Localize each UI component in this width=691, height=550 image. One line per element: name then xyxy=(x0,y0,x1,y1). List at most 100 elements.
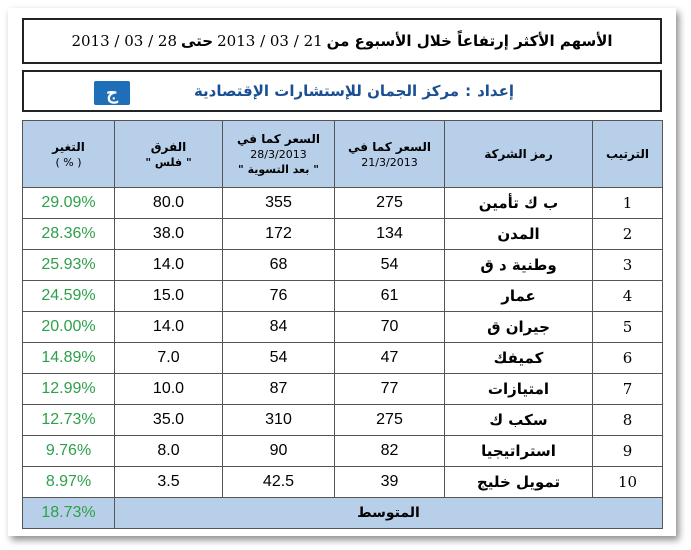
header-price-2-title: السعر كما في xyxy=(237,132,320,146)
row-price-21-3: 39 xyxy=(334,466,445,498)
title-from-date: 21 / 03 / 2013 xyxy=(217,32,323,50)
row-diff: 38.0 xyxy=(114,218,223,250)
row-company: جيران ق xyxy=(444,311,593,343)
table-row: 5 جيران ق 70 84 14.0 20.00% xyxy=(22,311,663,343)
row-rank: 7 xyxy=(592,373,663,405)
header-price-2-note: " بعد التسوية " xyxy=(238,163,319,176)
row-company: ب ك تأمين xyxy=(444,187,593,219)
company-logo-icon: ج xyxy=(94,81,130,105)
row-rank: 6 xyxy=(592,342,663,374)
report-frame: الأسهم الأكثر إرتفاعاً خلال الأسبوع من 2… xyxy=(8,8,676,536)
row-company: وطنية د ق xyxy=(444,249,593,281)
row-diff: 15.0 xyxy=(114,280,223,312)
row-price-28-3: 54 xyxy=(222,342,335,374)
row-price-28-3: 172 xyxy=(222,218,335,250)
row-price-21-3: 47 xyxy=(334,342,445,374)
row-rank: 2 xyxy=(592,218,663,250)
row-price-28-3: 87 xyxy=(222,373,335,405)
report-title: الأسهم الأكثر إرتفاعاً خلال الأسبوع من 2… xyxy=(22,18,662,64)
header-price-2: السعر كما في 28/3/2013 " بعد التسوية " xyxy=(222,120,335,188)
row-change: 14.89% xyxy=(22,342,115,374)
header-change: التغير ( % ) xyxy=(22,120,115,188)
row-price-21-3: 61 xyxy=(334,280,445,312)
row-company: عمار xyxy=(444,280,593,312)
row-price-21-3: 77 xyxy=(334,373,445,405)
header-rank: الترتيب xyxy=(592,120,663,188)
table-row: 3 وطنية د ق 54 68 14.0 25.93% xyxy=(22,249,663,281)
title-to-date: 28 / 03 / 2013 xyxy=(71,32,177,50)
row-diff: 7.0 xyxy=(114,342,223,374)
row-diff: 3.5 xyxy=(114,466,223,498)
row-company: المدن xyxy=(444,218,593,250)
row-rank: 9 xyxy=(592,435,663,467)
row-price-21-3: 54 xyxy=(334,249,445,281)
stocks-table: الترتيب رمز الشركة السعر كما في 21/3/201… xyxy=(22,120,663,529)
prepared-label: إعداد xyxy=(477,82,514,100)
average-change: 18.73% xyxy=(22,497,115,529)
table-header-row: الترتيب رمز الشركة السعر كما في 21/3/201… xyxy=(22,120,663,188)
row-rank: 10 xyxy=(592,466,663,498)
row-price-21-3: 70 xyxy=(334,311,445,343)
prepared-by: إعداد : مركز الجمان للإستشارات الإقتصادي… xyxy=(22,70,662,112)
row-price-28-3: 42.5 xyxy=(222,466,335,498)
row-change: 12.99% xyxy=(22,373,115,405)
row-rank: 1 xyxy=(592,187,663,219)
row-company: كميفك xyxy=(444,342,593,374)
row-diff: 8.0 xyxy=(114,435,223,467)
row-price-28-3: 68 xyxy=(222,249,335,281)
header-diff-unit: " فلس " xyxy=(145,155,192,169)
average-label: المتوسط xyxy=(114,497,663,529)
logo-glyph: ج xyxy=(106,82,118,104)
table-row: 4 عمار 61 76 15.0 24.59% xyxy=(22,280,663,312)
row-change: 8.97% xyxy=(22,466,115,498)
row-change: 20.00% xyxy=(22,311,115,343)
row-change: 29.09% xyxy=(22,187,115,219)
row-rank: 5 xyxy=(592,311,663,343)
row-price-21-3: 275 xyxy=(334,404,445,436)
row-change: 12.73% xyxy=(22,404,115,436)
prepared-org: مركز الجمان للإستشارات الإقتصادية xyxy=(193,82,460,100)
header-price-1: السعر كما في 21/3/2013 xyxy=(334,120,445,188)
row-diff: 35.0 xyxy=(114,404,223,436)
row-price-21-3: 82 xyxy=(334,435,445,467)
row-company: استراتيجيا xyxy=(444,435,593,467)
row-price-21-3: 275 xyxy=(334,187,445,219)
header-change-unit: ( % ) xyxy=(55,155,82,169)
row-change: 9.76% xyxy=(22,435,115,467)
header-price-1-title: السعر كما في xyxy=(348,139,431,154)
table-row: 10 تمويل خليج 39 42.5 3.5 8.97% xyxy=(22,466,663,498)
row-rank: 8 xyxy=(592,404,663,436)
table-row: 6 كميفك 47 54 7.0 14.89% xyxy=(22,342,663,374)
row-diff: 10.0 xyxy=(114,373,223,405)
row-diff: 80.0 xyxy=(114,187,223,219)
row-diff: 14.0 xyxy=(114,311,223,343)
row-change: 25.93% xyxy=(22,249,115,281)
row-change: 28.36% xyxy=(22,218,115,250)
row-price-28-3: 84 xyxy=(222,311,335,343)
header-diff: الفرق " فلس " xyxy=(114,120,223,188)
table-row: 7 امتيازات 77 87 10.0 12.99% xyxy=(22,373,663,405)
table-row: 9 استراتيجيا 82 90 8.0 9.76% xyxy=(22,435,663,467)
row-rank: 3 xyxy=(592,249,663,281)
row-diff: 14.0 xyxy=(114,249,223,281)
row-price-28-3: 355 xyxy=(222,187,335,219)
title-to-word: حتى xyxy=(181,32,214,50)
row-price-21-3: 134 xyxy=(334,218,445,250)
title-text: الأسهم الأكثر إرتفاعاً خلال الأسبوع من xyxy=(326,32,613,50)
row-price-28-3: 310 xyxy=(222,404,335,436)
row-company: امتيازات xyxy=(444,373,593,405)
row-company: سكب ك xyxy=(444,404,593,436)
header-price-1-date: 21/3/2013 xyxy=(361,155,418,169)
header-change-title: التغير xyxy=(52,139,85,154)
table-row: 2 المدن 134 172 38.0 28.36% xyxy=(22,218,663,250)
row-company: تمويل خليج xyxy=(444,466,593,498)
table-row: 8 سكب ك 275 310 35.0 12.73% xyxy=(22,404,663,436)
row-rank: 4 xyxy=(592,280,663,312)
row-change: 24.59% xyxy=(22,280,115,312)
prepared-separator: : xyxy=(465,82,472,100)
row-price-28-3: 76 xyxy=(222,280,335,312)
header-price-2-date: 28/3/2013 xyxy=(250,148,307,161)
row-price-28-3: 90 xyxy=(222,435,335,467)
average-row: المتوسط 18.73% xyxy=(22,497,663,529)
